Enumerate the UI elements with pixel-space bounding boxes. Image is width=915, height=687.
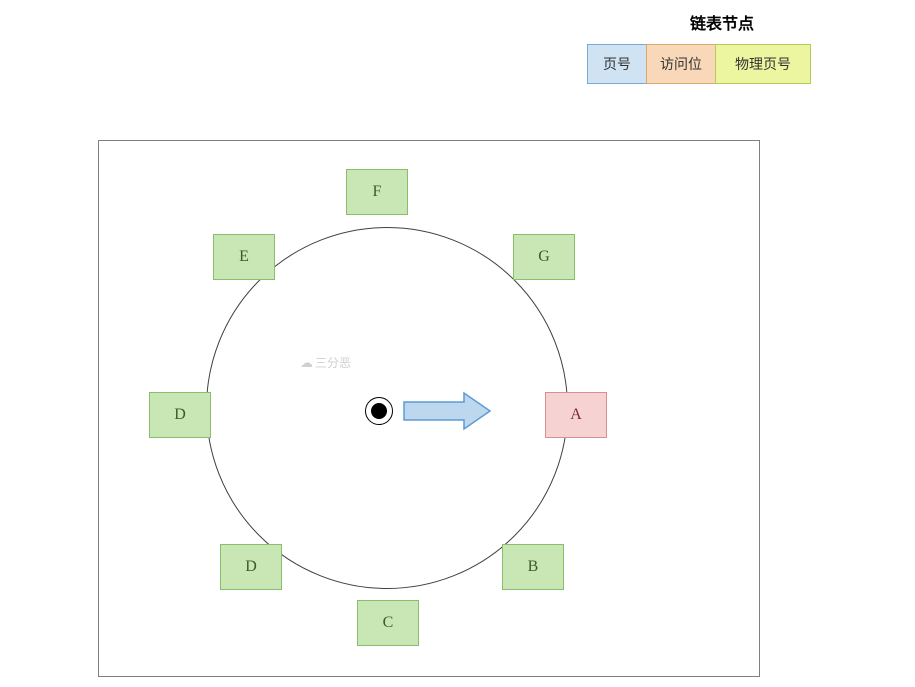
clock-node-c-6: C	[357, 600, 419, 646]
clock-center-dot	[371, 403, 387, 419]
legend-row: 页号访问位物理页号	[587, 44, 811, 84]
watermark-text: 三分恶	[315, 354, 351, 371]
clock-node-d-5: D	[220, 544, 282, 590]
clock-node-b-7: B	[502, 544, 564, 590]
clock-hand-arrow	[404, 391, 492, 431]
clock-node-g-1: G	[513, 234, 575, 280]
clock-node-f-2: F	[346, 169, 408, 215]
legend-cell-2: 物理页号	[715, 44, 811, 84]
clock-node-d-4: D	[149, 392, 211, 438]
watermark: ☁ 三分恶	[300, 354, 351, 371]
legend-cell-0: 页号	[587, 44, 647, 84]
clock-node-a-0: A	[545, 392, 607, 438]
legend-title: 链表节点	[690, 10, 754, 34]
clock-node-e-3: E	[213, 234, 275, 280]
wechat-icon: ☁	[300, 355, 313, 371]
legend-cell-1: 访问位	[646, 44, 716, 84]
